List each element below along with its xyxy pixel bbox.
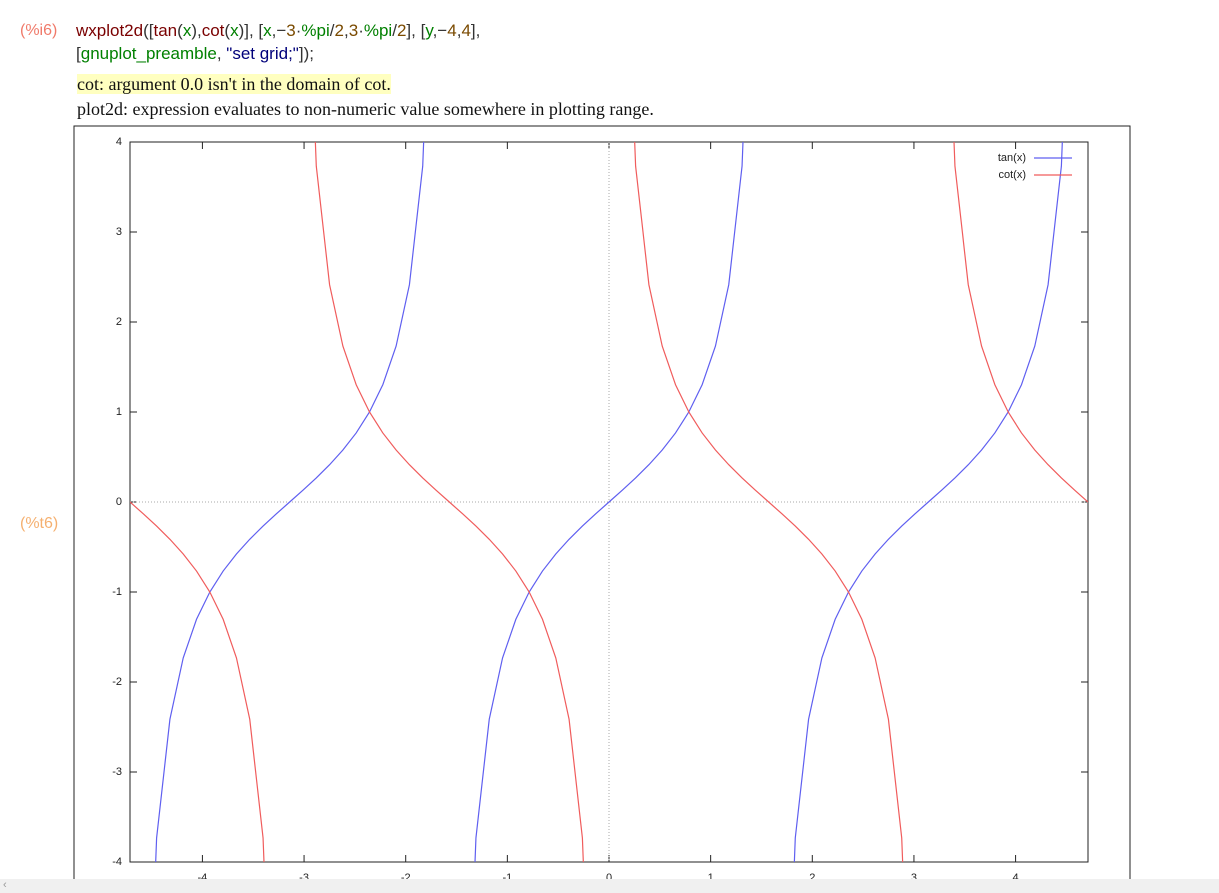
token: wxplot2d <box>76 21 144 40</box>
token: ], [ <box>406 21 426 40</box>
token: x <box>263 21 272 40</box>
input-line[interactable]: [gnuplot_preamble, "set grid;"]); <box>76 44 314 64</box>
token: ( <box>224 21 231 40</box>
token: · <box>295 21 302 40</box>
token: x <box>230 21 239 40</box>
x-tick-label: 2 <box>809 872 815 884</box>
token: 3 <box>286 21 296 40</box>
y-tick-label: -3 <box>112 766 122 778</box>
token: 4 <box>461 21 471 40</box>
token: [ <box>76 44 81 63</box>
y-tick-label: 3 <box>116 226 122 238</box>
output-label: (%t6) <box>20 515 59 532</box>
token: , <box>456 21 462 40</box>
legend-label: cot(x) <box>999 169 1027 181</box>
y-tick-label: -2 <box>112 676 122 688</box>
plot-frame <box>73 125 1131 893</box>
y-tick-label: -4 <box>112 856 122 868</box>
token: 3 <box>348 21 359 40</box>
x-tick-label: -4 <box>198 872 208 884</box>
token: )], [ <box>238 21 264 40</box>
token: %pi <box>301 21 330 40</box>
token: ([ <box>143 21 154 40</box>
token: y <box>425 21 433 40</box>
token: ( <box>177 21 183 40</box>
token: ], <box>470 21 481 40</box>
series-line <box>130 142 1088 862</box>
x-tick-label: -3 <box>299 872 309 884</box>
token: ,− <box>432 21 448 40</box>
x-tick-label: -1 <box>502 872 512 884</box>
y-tick-label: 1 <box>116 406 122 418</box>
token: "set grid;" <box>226 44 299 63</box>
y-tick-label: 2 <box>116 316 122 328</box>
token: ]); <box>298 44 314 63</box>
token: , <box>343 21 349 40</box>
token: 2 <box>396 21 407 40</box>
token: · <box>358 21 364 40</box>
x-tick-label: 4 <box>1013 872 1019 884</box>
token: gnuplot_preamble <box>80 44 217 63</box>
token: x <box>182 21 192 40</box>
token: , <box>216 44 227 63</box>
token: %pi <box>363 21 393 40</box>
x-tick-label: -2 <box>401 872 411 884</box>
x-tick-label: 1 <box>708 872 714 884</box>
token: / <box>392 21 397 40</box>
warning-message: cot: argument 0.0 isn't in the domain of… <box>77 74 391 94</box>
input-label: (%i6) <box>20 22 58 39</box>
y-tick-label: -1 <box>112 586 122 598</box>
token: cot <box>201 21 225 40</box>
token: 4 <box>447 21 457 40</box>
plot-lines <box>130 142 1088 862</box>
input-line[interactable]: wxplot2d([tan(x),cot(x)], [x,−3·%pi/2,3·… <box>76 21 480 41</box>
token: 2 <box>334 21 344 40</box>
token: / <box>329 21 335 40</box>
y-tick-label: 0 <box>116 496 122 508</box>
token: ,− <box>271 21 287 40</box>
series-line <box>155 142 1063 862</box>
message: plot2d: expression evaluates to non-nume… <box>77 99 654 119</box>
token: tan <box>153 21 178 40</box>
legend-label: tan(x) <box>998 152 1026 164</box>
x-tick-label: 3 <box>911 872 917 884</box>
scrollbar[interactable]: ‹ <box>0 879 1219 893</box>
token: ), <box>191 21 202 40</box>
y-tick-label: 4 <box>116 136 122 148</box>
x-tick-label: 0 <box>606 872 612 884</box>
